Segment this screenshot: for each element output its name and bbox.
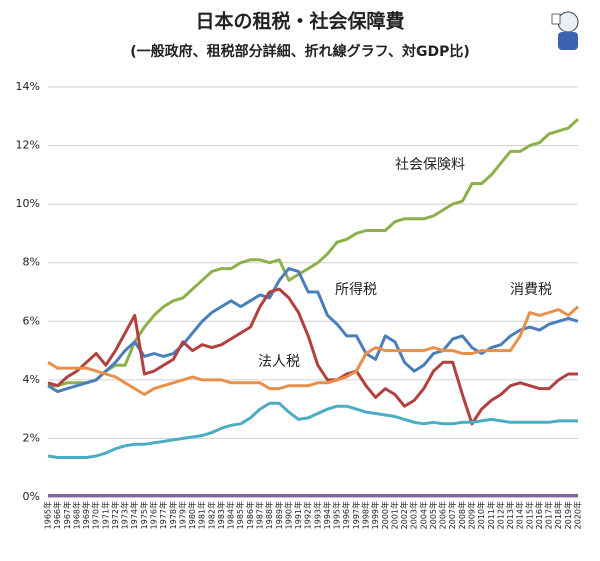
x-tick-label: 2002年 <box>399 501 409 529</box>
x-tick-label: 1983年 <box>216 501 226 529</box>
x-tick-label: 1992年 <box>303 501 313 529</box>
x-tick-label: 1977年 <box>158 501 168 529</box>
x-tick-label: 2001年 <box>389 501 399 529</box>
x-tick-label: 1991年 <box>293 501 303 529</box>
series-label: 消費税 <box>510 282 552 298</box>
series-line <box>47 287 578 426</box>
x-tick-label: 2005年 <box>428 501 438 529</box>
x-tick-label: 1998年 <box>361 501 371 529</box>
y-tick-label: 2% <box>23 431 40 444</box>
x-tick-label: 1978年 <box>168 501 178 529</box>
x-tick-label: 1979年 <box>177 501 187 529</box>
x-tick-label: 1987年 <box>255 501 265 529</box>
x-tick-label: 2008年 <box>457 501 467 529</box>
x-tick-label: 1986年 <box>245 501 255 529</box>
x-tick-label: 1988年 <box>264 501 274 529</box>
x-tick-label: 1981年 <box>197 501 207 529</box>
x-tick-label: 2016年 <box>534 501 544 529</box>
y-tick-label: 8% <box>23 256 40 269</box>
x-tick-label: 1972年 <box>110 501 120 529</box>
x-tick-label: 1996年 <box>341 501 351 529</box>
x-tick-label: 2009年 <box>467 501 477 529</box>
x-tick-label: 1982年 <box>206 501 216 529</box>
series-label: 社会保険料 <box>395 157 465 173</box>
y-tick-label: 12% <box>16 139 40 152</box>
chart-subtitle: (一般政府、租税部分詳細、折れ線グラフ、対GDP比) <box>130 43 470 60</box>
x-tick-label: 2004年 <box>418 501 428 529</box>
x-tick-label: 1976年 <box>149 501 159 529</box>
x-tick-label: 1971年 <box>100 501 110 529</box>
x-tick-label: 2019年 <box>563 501 573 529</box>
x-tick-label: 1965年 <box>43 501 53 529</box>
x-tick-label: 1980年 <box>187 501 197 529</box>
y-tick-label: 4% <box>23 373 40 386</box>
x-tick-label: 2018年 <box>553 501 563 529</box>
x-tick-label: 1973年 <box>120 501 130 529</box>
x-tick-label: 2003年 <box>409 501 419 529</box>
y-tick-label: 14% <box>16 80 40 93</box>
series-line <box>47 401 578 459</box>
x-tick-label: 1997年 <box>351 501 361 529</box>
x-tick-label: 2015年 <box>524 501 534 529</box>
series-label: 法人税 <box>258 354 300 370</box>
x-tick-label: 2006年 <box>438 501 448 529</box>
x-tick-label: 2012年 <box>495 501 505 529</box>
x-tick-label: 1993年 <box>312 501 322 529</box>
x-tick-label: 1975年 <box>139 501 149 529</box>
series-line <box>48 118 580 388</box>
x-tick-label: 2020年 <box>573 501 583 529</box>
mascot-icon <box>551 11 579 50</box>
chart-title: 日本の租税・社会保障費 <box>195 10 404 33</box>
series-label: 所得税 <box>335 281 377 298</box>
x-tick-label: 2007年 <box>447 501 457 529</box>
series-line <box>47 305 580 396</box>
x-tick-label: 1974年 <box>129 501 139 529</box>
x-tick-label: 1990年 <box>283 501 293 529</box>
x-tick-label: 1995年 <box>332 501 342 529</box>
x-tick-label: 2013年 <box>505 501 515 529</box>
y-tick-label: 0% <box>23 490 40 503</box>
x-tick-label: 1984年 <box>226 501 236 529</box>
x-tick-label: 1969年 <box>81 501 91 529</box>
x-tick-label: 1966年 <box>52 501 62 529</box>
x-tick-label: 2017年 <box>544 501 554 529</box>
x-tick-label: 1968年 <box>71 501 81 529</box>
x-tick-label: 1994年 <box>322 501 332 529</box>
x-tick-label: 2010年 <box>476 501 486 529</box>
x-tick-label: 1989年 <box>274 501 284 529</box>
x-tick-label: 1970年 <box>91 501 101 529</box>
y-tick-label: 10% <box>16 197 40 210</box>
y-tick-label: 6% <box>23 314 40 327</box>
x-tick-label: 1985年 <box>235 501 245 529</box>
x-tick-label: 2011年 <box>486 501 496 529</box>
series-line <box>47 267 579 394</box>
x-tick-label: 2014年 <box>515 501 525 529</box>
x-tick-label: 1967年 <box>62 501 72 529</box>
x-tick-label: 1999年 <box>370 501 380 529</box>
x-tick-label: 2000年 <box>380 501 390 529</box>
